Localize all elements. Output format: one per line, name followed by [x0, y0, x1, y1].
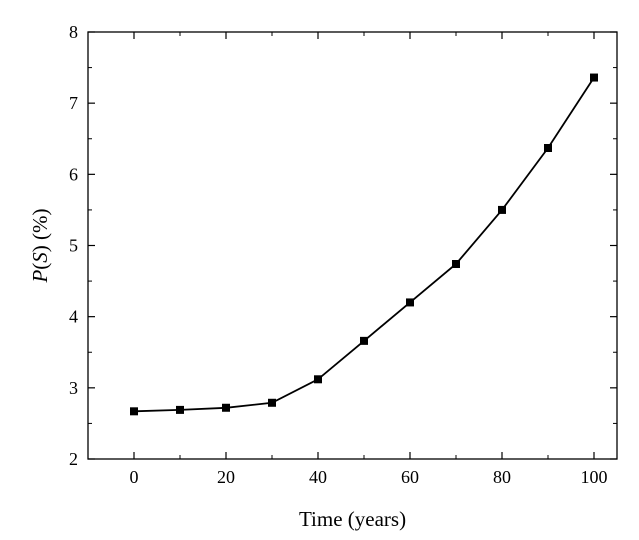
y-tick-label: 8: [69, 22, 78, 42]
y-axis-title-close: ): [28, 245, 52, 252]
x-tick-label: 0: [130, 467, 139, 487]
y-axis-title-unit: (%): [28, 208, 52, 245]
axis-ticks: [87, 31, 617, 460]
data-point: [544, 144, 552, 153]
data-point: [452, 260, 460, 269]
x-tick-label: 80: [493, 467, 511, 487]
y-axis-title-var: P: [28, 270, 52, 284]
tick-labels: 0 20 40 60 80 100 2 3 4 5 6 7 8: [69, 22, 608, 487]
data-point: [222, 403, 230, 412]
y-axis-title-arg: S: [28, 252, 52, 263]
data-point: [130, 407, 138, 416]
y-tick-label: 4: [69, 307, 78, 327]
y-tick-label: 5: [69, 236, 78, 256]
y-axis-title-open: (: [28, 263, 52, 270]
x-axis-title: Time (years): [299, 507, 406, 531]
series-layer: [130, 73, 598, 416]
y-tick-label: 2: [69, 449, 78, 469]
y-tick-label: 6: [69, 164, 78, 184]
y-axis-title: P(S) (%): [28, 208, 52, 283]
x-tick-label: 40: [309, 467, 327, 487]
y-tick-label: 7: [69, 93, 78, 113]
series-line: [133, 77, 595, 413]
data-point: [176, 405, 184, 414]
data-point: [590, 73, 598, 82]
data-point: [498, 205, 506, 214]
x-tick-label: 100: [581, 467, 608, 487]
x-tick-label: 60: [401, 467, 419, 487]
plot-border: [87, 31, 618, 460]
data-point: [314, 375, 322, 384]
data-point: [406, 298, 414, 307]
plot-frame: [87, 31, 618, 460]
data-point: [268, 398, 276, 407]
data-point: [360, 336, 368, 345]
y-tick-label: 3: [69, 378, 78, 398]
x-tick-label: 20: [217, 467, 235, 487]
